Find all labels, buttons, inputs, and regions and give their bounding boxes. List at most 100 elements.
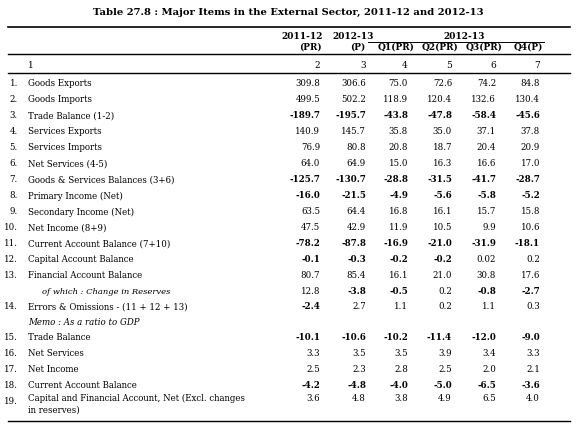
Text: Net Income: Net Income xyxy=(28,364,79,373)
Text: Trade Balance (1-2): Trade Balance (1-2) xyxy=(28,111,114,120)
Text: 2.7: 2.7 xyxy=(353,301,366,311)
Text: 47.5: 47.5 xyxy=(301,223,320,232)
Text: 21.0: 21.0 xyxy=(433,271,452,280)
Text: 14.: 14. xyxy=(4,301,18,311)
Text: 12.: 12. xyxy=(4,255,18,264)
Text: 15.8: 15.8 xyxy=(521,207,540,216)
Text: 13.: 13. xyxy=(4,271,18,280)
Text: 3.5: 3.5 xyxy=(395,348,408,357)
Text: -16.9: -16.9 xyxy=(383,239,408,248)
Text: Goods Imports: Goods Imports xyxy=(28,95,92,104)
Text: 85.4: 85.4 xyxy=(347,271,366,280)
Text: -4.2: -4.2 xyxy=(301,380,320,389)
Text: Net Services (4-5): Net Services (4-5) xyxy=(28,159,107,168)
Text: -2.4: -2.4 xyxy=(301,301,320,311)
Text: Services Imports: Services Imports xyxy=(28,143,102,152)
Text: 4.8: 4.8 xyxy=(352,393,366,402)
Text: -5.8: -5.8 xyxy=(477,191,496,200)
Text: 6.: 6. xyxy=(10,159,18,168)
Text: 2.5: 2.5 xyxy=(438,364,452,373)
Text: 17.0: 17.0 xyxy=(521,159,540,168)
Text: 0.2: 0.2 xyxy=(526,255,540,264)
Text: -87.8: -87.8 xyxy=(341,239,366,248)
Text: Capital Account Balance: Capital Account Balance xyxy=(28,255,134,264)
Text: 502.2: 502.2 xyxy=(341,95,366,104)
Text: -10.1: -10.1 xyxy=(295,332,320,341)
Text: -3.8: -3.8 xyxy=(347,287,366,296)
Text: 17.: 17. xyxy=(4,364,18,373)
Text: Net Income (8+9): Net Income (8+9) xyxy=(28,223,107,232)
Text: Q4(P): Q4(P) xyxy=(513,42,543,51)
Text: -28.8: -28.8 xyxy=(383,175,408,184)
Text: 140.9: 140.9 xyxy=(295,127,320,136)
Text: Net Services: Net Services xyxy=(28,348,84,357)
Text: 145.7: 145.7 xyxy=(341,127,366,136)
Text: Q1(PR): Q1(PR) xyxy=(377,42,415,51)
Text: 74.2: 74.2 xyxy=(477,79,496,88)
Text: 35.8: 35.8 xyxy=(389,127,408,136)
Text: Q2(PR): Q2(PR) xyxy=(422,42,458,51)
Text: Table 27.8 : Major Items in the External Sector, 2011-12 and 2012-13: Table 27.8 : Major Items in the External… xyxy=(93,8,483,17)
Text: 3.3: 3.3 xyxy=(306,348,320,357)
Text: -21.0: -21.0 xyxy=(427,239,452,248)
Text: -4.9: -4.9 xyxy=(389,191,408,200)
Text: Goods Exports: Goods Exports xyxy=(28,79,92,88)
Text: -0.2: -0.2 xyxy=(433,255,452,264)
Text: -21.5: -21.5 xyxy=(341,191,366,200)
Text: 132.6: 132.6 xyxy=(471,95,496,104)
Text: 3.8: 3.8 xyxy=(394,393,408,402)
Text: 16.3: 16.3 xyxy=(433,159,452,168)
Text: 76.9: 76.9 xyxy=(301,143,320,152)
Text: 9.: 9. xyxy=(10,207,18,216)
Text: 4.0: 4.0 xyxy=(526,393,540,402)
Text: 18.: 18. xyxy=(4,380,18,389)
Text: 3.6: 3.6 xyxy=(306,393,320,402)
Text: of which : Change in Reserves: of which : Change in Reserves xyxy=(42,287,170,295)
Text: -4.0: -4.0 xyxy=(389,380,408,389)
Text: 10.5: 10.5 xyxy=(433,223,452,232)
Text: 11.: 11. xyxy=(4,239,18,248)
Text: -6.5: -6.5 xyxy=(478,380,496,389)
Text: 15.: 15. xyxy=(4,332,18,341)
Text: 11.9: 11.9 xyxy=(388,223,408,232)
Text: 1.1: 1.1 xyxy=(394,301,408,311)
Text: 18.7: 18.7 xyxy=(433,143,452,152)
Text: 2012-13: 2012-13 xyxy=(444,32,485,40)
Text: 2012-13: 2012-13 xyxy=(332,32,374,40)
Text: 75.0: 75.0 xyxy=(389,79,408,88)
Text: Goods & Services Balances (3+6): Goods & Services Balances (3+6) xyxy=(28,175,175,184)
Text: 130.4: 130.4 xyxy=(515,95,540,104)
Text: -0.3: -0.3 xyxy=(347,255,366,264)
Text: 37.8: 37.8 xyxy=(521,127,540,136)
Text: -41.7: -41.7 xyxy=(471,175,496,184)
Text: 306.6: 306.6 xyxy=(341,79,366,88)
Text: -31.9: -31.9 xyxy=(471,239,496,248)
Text: Financial Account Balance: Financial Account Balance xyxy=(28,271,142,280)
Text: 309.8: 309.8 xyxy=(295,79,320,88)
Text: 80.8: 80.8 xyxy=(346,143,366,152)
Text: 0.2: 0.2 xyxy=(438,287,452,296)
Text: 15.0: 15.0 xyxy=(388,159,408,168)
Text: Memo : As a ratio to GDP: Memo : As a ratio to GDP xyxy=(28,318,139,326)
Text: -31.5: -31.5 xyxy=(427,175,452,184)
Text: -2.7: -2.7 xyxy=(521,287,540,296)
Text: -125.7: -125.7 xyxy=(289,175,320,184)
Text: 10.: 10. xyxy=(4,223,18,232)
Text: 3: 3 xyxy=(361,60,366,69)
Text: 2: 2 xyxy=(314,60,320,69)
Text: -78.2: -78.2 xyxy=(295,239,320,248)
Text: -5.6: -5.6 xyxy=(433,191,452,200)
Text: 0.3: 0.3 xyxy=(526,301,540,311)
Text: 5.: 5. xyxy=(10,143,18,152)
Text: 6: 6 xyxy=(490,60,496,69)
Text: -189.7: -189.7 xyxy=(289,111,320,120)
Text: -47.8: -47.8 xyxy=(427,111,452,120)
Text: 0.2: 0.2 xyxy=(438,301,452,311)
Text: 64.4: 64.4 xyxy=(347,207,366,216)
Text: -3.6: -3.6 xyxy=(521,380,540,389)
Text: -43.8: -43.8 xyxy=(383,111,408,120)
Text: 499.5: 499.5 xyxy=(295,95,320,104)
Text: Current Account Balance (7+10): Current Account Balance (7+10) xyxy=(28,239,170,248)
Text: 7: 7 xyxy=(535,60,540,69)
Text: Current Account Balance: Current Account Balance xyxy=(28,380,137,389)
